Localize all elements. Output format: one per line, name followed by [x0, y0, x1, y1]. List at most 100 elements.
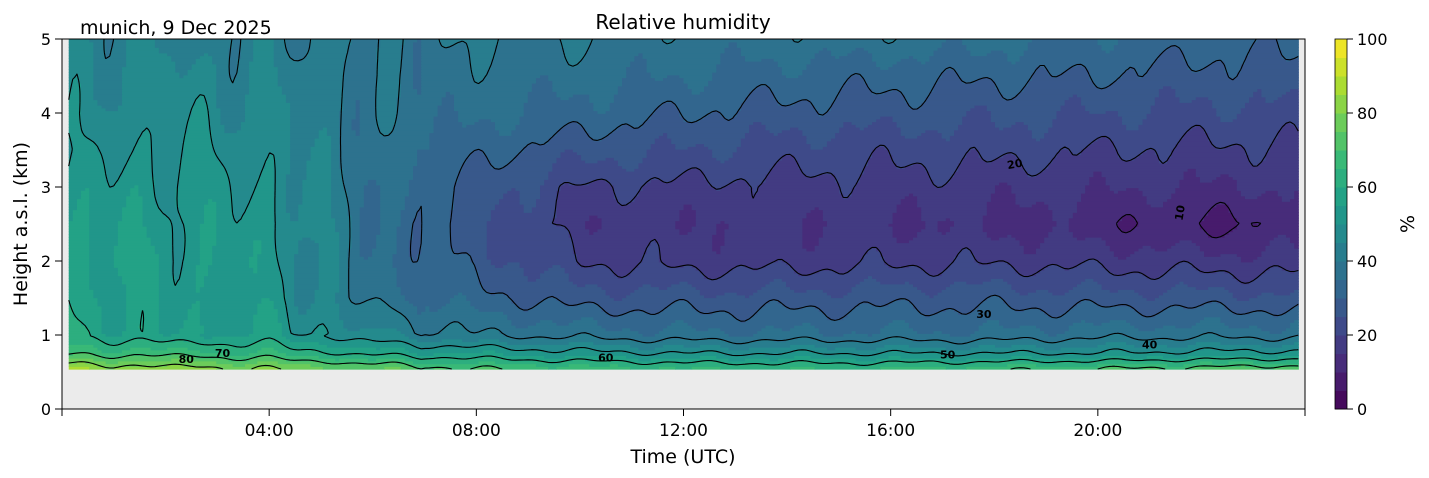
- heatmap-cell: [1056, 113, 1119, 117]
- heatmap-cell: [1011, 355, 1033, 359]
- heatmap-cell: [548, 138, 594, 142]
- heatmap-cell: [76, 206, 90, 211]
- heatmap-cell: [626, 72, 652, 76]
- heatmap-cell: [261, 300, 275, 304]
- heatmap-cell: [867, 85, 935, 90]
- heatmap-cell: [560, 264, 582, 268]
- heatmap-cell: [1105, 341, 1127, 345]
- heatmap-cell: [314, 138, 332, 142]
- heatmap-cell: [68, 41, 94, 46]
- heatmap-cell: [921, 132, 943, 136]
- heatmap-cell: [695, 308, 758, 312]
- heatmap-cell: [89, 253, 115, 257]
- heatmap-cell: [310, 47, 349, 51]
- heatmap-cell: [855, 124, 869, 128]
- heatmap-cell: [93, 47, 107, 51]
- heatmap-cell: [810, 349, 890, 354]
- heatmap-cell: [691, 366, 721, 370]
- heatmap-cell: [872, 91, 885, 95]
- heatmap-cell: [761, 121, 844, 125]
- heatmap-cell: [511, 336, 533, 340]
- heatmap-cell: [285, 195, 303, 200]
- heatmap-cell: [851, 50, 869, 54]
- heatmap-cell: [757, 330, 820, 334]
- heatmap-cell: [945, 217, 951, 222]
- heatmap-cell: [1138, 292, 1164, 296]
- heatmap-cell: [773, 96, 836, 101]
- heatmap-cell: [89, 193, 131, 197]
- heatmap-cell: [531, 88, 553, 92]
- heatmap-cell: [1064, 338, 1181, 343]
- heatmap-cell: [449, 239, 488, 244]
- heatmap-cell: [503, 264, 521, 268]
- heatmap-cell: [199, 223, 217, 227]
- heatmap-cell: [1277, 47, 1299, 51]
- heatmap-cell: [179, 171, 230, 175]
- heatmap-cell: [376, 121, 398, 125]
- heatmap-cell: [453, 184, 541, 189]
- heatmap-cell: [679, 74, 713, 79]
- heatmap-cell: [1117, 110, 1152, 114]
- heatmap-cell: [101, 308, 127, 312]
- heatmap-cell: [1273, 99, 1299, 103]
- heatmap-cell: [298, 239, 316, 244]
- heatmap-cell: [413, 55, 422, 59]
- heatmap-cell: [376, 85, 402, 90]
- heatmap-cell: [519, 151, 562, 156]
- heatmap-cell: [478, 360, 496, 365]
- heatmap-cell: [1236, 113, 1299, 117]
- heatmap-cell: [744, 135, 808, 139]
- heatmap-cell: [1154, 99, 1181, 103]
- heatmap-cell: [249, 201, 275, 205]
- heatmap-cell: [126, 292, 160, 296]
- heatmap-cell: [884, 259, 955, 263]
- heatmap-cell: [646, 69, 717, 73]
- heatmap-cell: [560, 96, 570, 101]
- heatmap-cell: [507, 358, 574, 362]
- heatmap-cell: [224, 165, 267, 169]
- heatmap-cell: [417, 215, 422, 219]
- heatmap-cell: [318, 264, 340, 268]
- heatmap-cell: [1011, 234, 1049, 238]
- heatmap-cell: [355, 110, 361, 114]
- heatmap-cell: [593, 102, 611, 106]
- heatmap-cell: [794, 102, 812, 106]
- heatmap-cell: [429, 143, 529, 147]
- heatmap-cell: [290, 135, 320, 139]
- heatmap-cell: [466, 47, 496, 51]
- heatmap-cell: [253, 239, 262, 244]
- heatmap-cell: [613, 297, 623, 301]
- heatmap-cell: [1290, 237, 1299, 241]
- heatmap-cell: [802, 220, 828, 224]
- heatmap-cell: [93, 80, 123, 84]
- heatmap-cell: [244, 105, 291, 109]
- heatmap-cell: [199, 226, 217, 230]
- heatmap-cell: [1052, 118, 1123, 123]
- heatmap-cell: [68, 88, 82, 92]
- heatmap-cell: [1183, 58, 1246, 62]
- heatmap-cell: [331, 195, 349, 200]
- heatmap-cell: [847, 311, 922, 315]
- heatmap-cell: [417, 259, 471, 263]
- heatmap-cell: [1134, 157, 1160, 161]
- heatmap-cell: [158, 50, 230, 54]
- heatmap-cell: [339, 289, 349, 293]
- heatmap-cell: [712, 245, 721, 249]
- heatmap-cell: [453, 105, 525, 109]
- heatmap-cell: [187, 118, 209, 123]
- heatmap-cell: [1199, 69, 1226, 73]
- heatmap-cell: [724, 292, 738, 296]
- heatmap-cell: [449, 322, 463, 326]
- heatmap-cell: [273, 217, 291, 222]
- heatmap-cell: [179, 74, 185, 79]
- heatmap-cell: [859, 261, 885, 266]
- heatmap-cell: [1208, 96, 1250, 101]
- heatmap-cell: [89, 256, 115, 260]
- heatmap-cell: [359, 113, 377, 117]
- heatmap-cell: [261, 239, 275, 244]
- heatmap-cell: [1290, 292, 1299, 296]
- heatmap-cell: [650, 74, 668, 79]
- heatmap-cell: [1191, 349, 1258, 354]
- heatmap-cell: [449, 209, 492, 213]
- heatmap-cell: [900, 127, 959, 131]
